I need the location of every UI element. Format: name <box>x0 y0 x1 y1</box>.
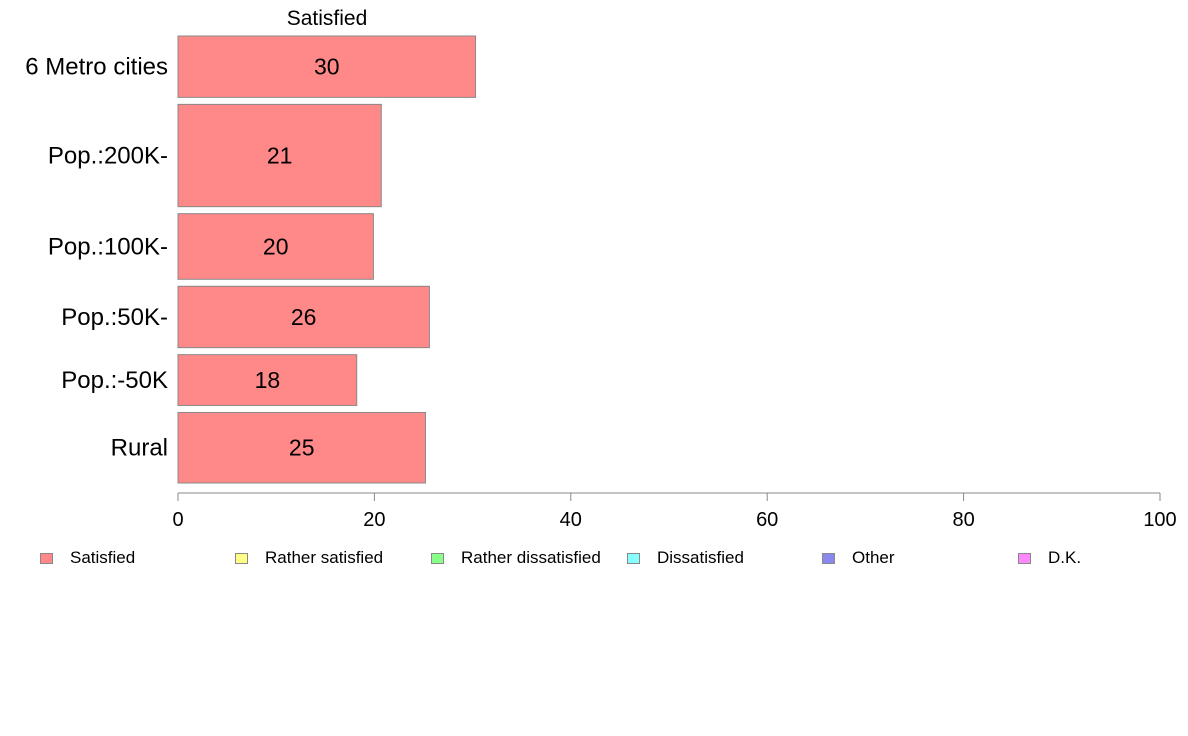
category-label: Rural <box>111 435 168 462</box>
x-tick-label: 40 <box>560 509 582 531</box>
x-axis: 0 20 40 60 80 100 <box>172 492 1177 531</box>
bar-value-label: 21 <box>267 143 293 169</box>
category-labels: 6 Metro cities Pop.:200K- Pop.:100K- Pop.:5… <box>25 54 168 462</box>
legend-label: Rather satisfied <box>265 548 384 567</box>
bar-value-label: 26 <box>291 304 317 330</box>
legend: Satisfied Rather satisfied Rather dissatis… <box>0 547 1188 569</box>
legend-label: Dissatisfied <box>657 548 744 567</box>
bar <box>177 285 430 349</box>
legend-swatch <box>627 552 640 564</box>
bar-value-label: 30 <box>314 54 340 80</box>
x-tick-label: 0 <box>172 509 183 531</box>
x-tick-label: 20 <box>363 509 385 531</box>
legend-item: Satisfied <box>40 547 135 569</box>
legend-item: Other <box>822 547 895 569</box>
bar-value-label: 18 <box>255 367 281 393</box>
legend-swatch <box>822 552 835 564</box>
category-label: Pop.:-50K <box>61 367 168 394</box>
legend-swatch <box>40 552 53 564</box>
bars-layer: 30 21 20 26 18 25 <box>177 35 477 484</box>
bar <box>177 411 426 484</box>
legend-label: Rather dissatisfied <box>461 548 601 567</box>
legend-item: Rather satisfied <box>235 547 383 569</box>
legend-swatch <box>431 552 444 564</box>
chart-title: Satisfied <box>287 7 368 30</box>
legend-item: D.K. <box>1018 547 1081 569</box>
bar <box>177 354 358 406</box>
x-tick-label: 80 <box>952 509 974 531</box>
category-label: Pop.:50K- <box>61 304 168 331</box>
bar <box>177 103 382 208</box>
category-label: 6 Metro cities <box>25 54 168 81</box>
legend-swatch <box>235 552 248 564</box>
legend-swatch <box>1018 552 1031 564</box>
bar <box>177 213 374 280</box>
category-label: Pop.:100K- <box>48 233 168 260</box>
bar <box>177 35 477 98</box>
bar-value-label: 25 <box>289 435 315 461</box>
category-label: Pop.:200K- <box>48 143 168 170</box>
x-tick-label: 100 <box>1143 509 1176 531</box>
legend-label: D.K. <box>1048 548 1082 567</box>
x-tick-label: 60 <box>756 509 778 531</box>
legend-label: Satisfied <box>70 548 136 567</box>
legend-label: Other <box>852 548 895 567</box>
legend-item: Dissatisfied <box>627 547 744 569</box>
bar-value-label: 20 <box>263 233 289 259</box>
legend-item: Rather dissatisfied <box>431 547 601 569</box>
